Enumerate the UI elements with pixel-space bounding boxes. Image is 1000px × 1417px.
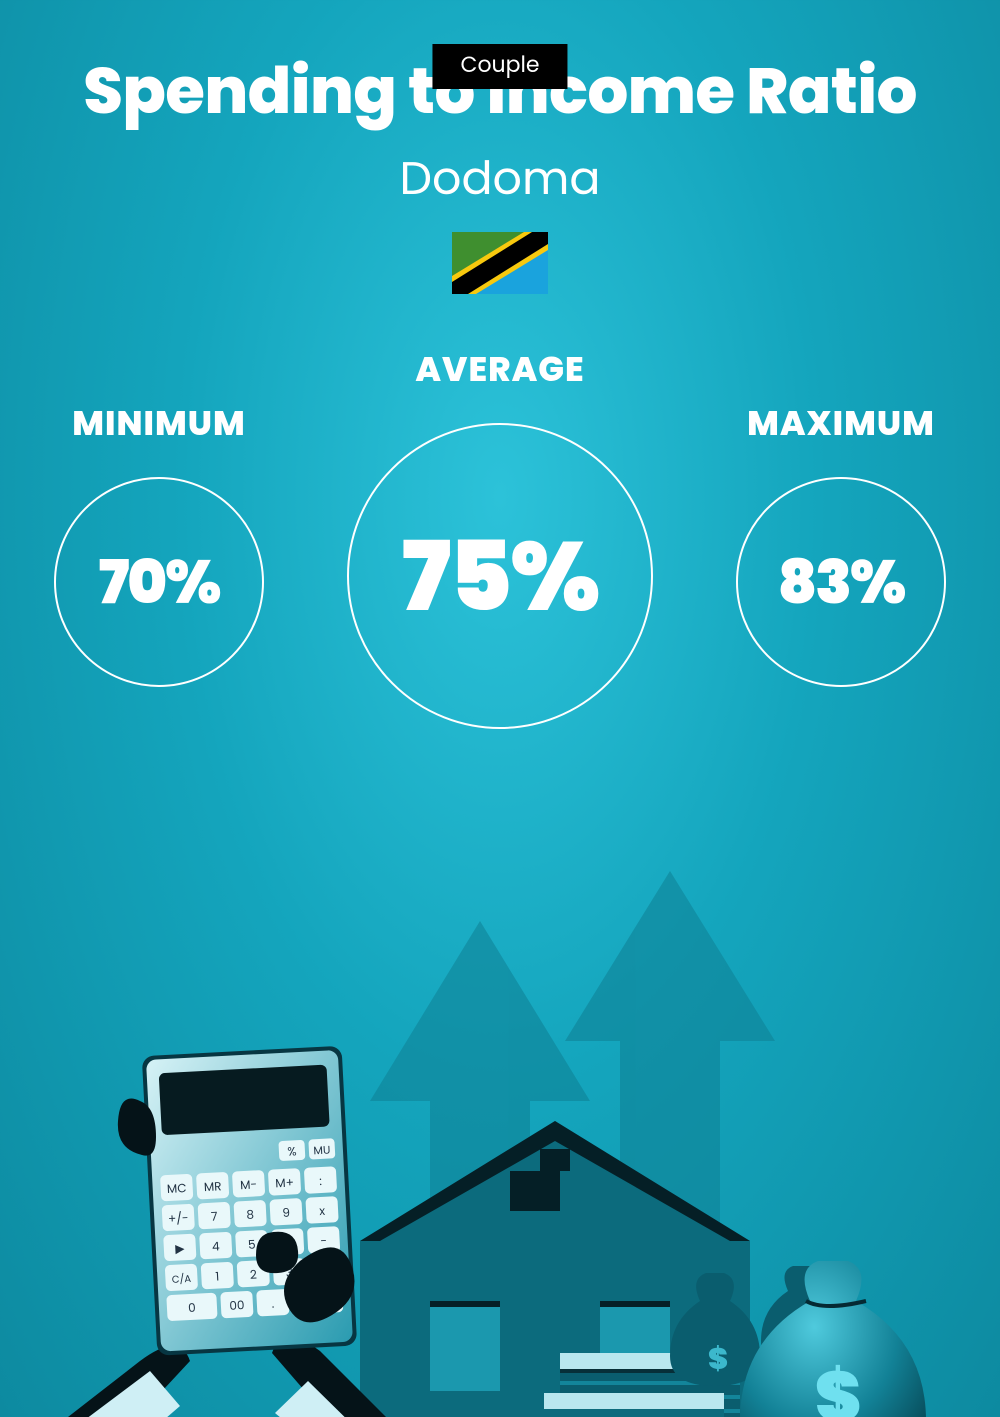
moneybag-large-icon: $ bbox=[740, 1261, 926, 1417]
stat-minimum-circle: 70% bbox=[54, 477, 264, 687]
stat-maximum-value: 83% bbox=[778, 537, 905, 627]
stat-minimum-value: 70% bbox=[99, 537, 220, 627]
svg-text:0: 0 bbox=[188, 1300, 196, 1317]
svg-text:5: 5 bbox=[248, 1237, 256, 1254]
svg-text:▶: ▶ bbox=[175, 1240, 186, 1258]
stats-row: MINIMUM 70% AVERAGE 75% MAXIMUM 83% bbox=[0, 344, 1000, 804]
svg-text:MU: MU bbox=[313, 1141, 331, 1158]
svg-text:%: % bbox=[287, 1143, 297, 1160]
svg-text:8: 8 bbox=[246, 1207, 254, 1224]
svg-text:$: $ bbox=[708, 1337, 728, 1380]
stat-maximum: MAXIMUM 83% bbox=[734, 398, 948, 687]
svg-text:x: x bbox=[319, 1203, 326, 1220]
stat-average-value: 75% bbox=[402, 504, 599, 649]
svg-text:+/-: +/- bbox=[168, 1210, 189, 1228]
category-badge: Couple bbox=[432, 44, 567, 89]
stat-average: AVERAGE 75% bbox=[345, 344, 655, 729]
city-subtitle: Dodoma bbox=[0, 145, 1000, 214]
bottom-illustration: $ $ $ bbox=[0, 861, 1000, 1417]
stat-minimum: MINIMUM 70% bbox=[52, 398, 266, 687]
stat-maximum-circle: 83% bbox=[736, 477, 946, 687]
svg-text:9: 9 bbox=[282, 1205, 290, 1222]
svg-text:M+: M+ bbox=[275, 1174, 294, 1192]
svg-text:MC: MC bbox=[167, 1180, 187, 1198]
stat-maximum-label: MAXIMUM bbox=[734, 398, 948, 449]
svg-text:$: $ bbox=[815, 1347, 862, 1417]
svg-text:C/A: C/A bbox=[171, 1271, 191, 1287]
svg-text:4: 4 bbox=[212, 1238, 221, 1255]
stat-average-circle: 75% bbox=[347, 423, 653, 729]
stat-average-label: AVERAGE bbox=[345, 344, 655, 395]
svg-text:00: 00 bbox=[229, 1297, 245, 1315]
stat-minimum-label: MINIMUM bbox=[52, 398, 266, 449]
svg-text:-: - bbox=[320, 1233, 328, 1250]
svg-text:2: 2 bbox=[249, 1266, 257, 1283]
svg-text:M-: M- bbox=[240, 1176, 258, 1194]
tanzania-flag-icon bbox=[452, 232, 548, 294]
svg-text:MR: MR bbox=[203, 1178, 222, 1196]
